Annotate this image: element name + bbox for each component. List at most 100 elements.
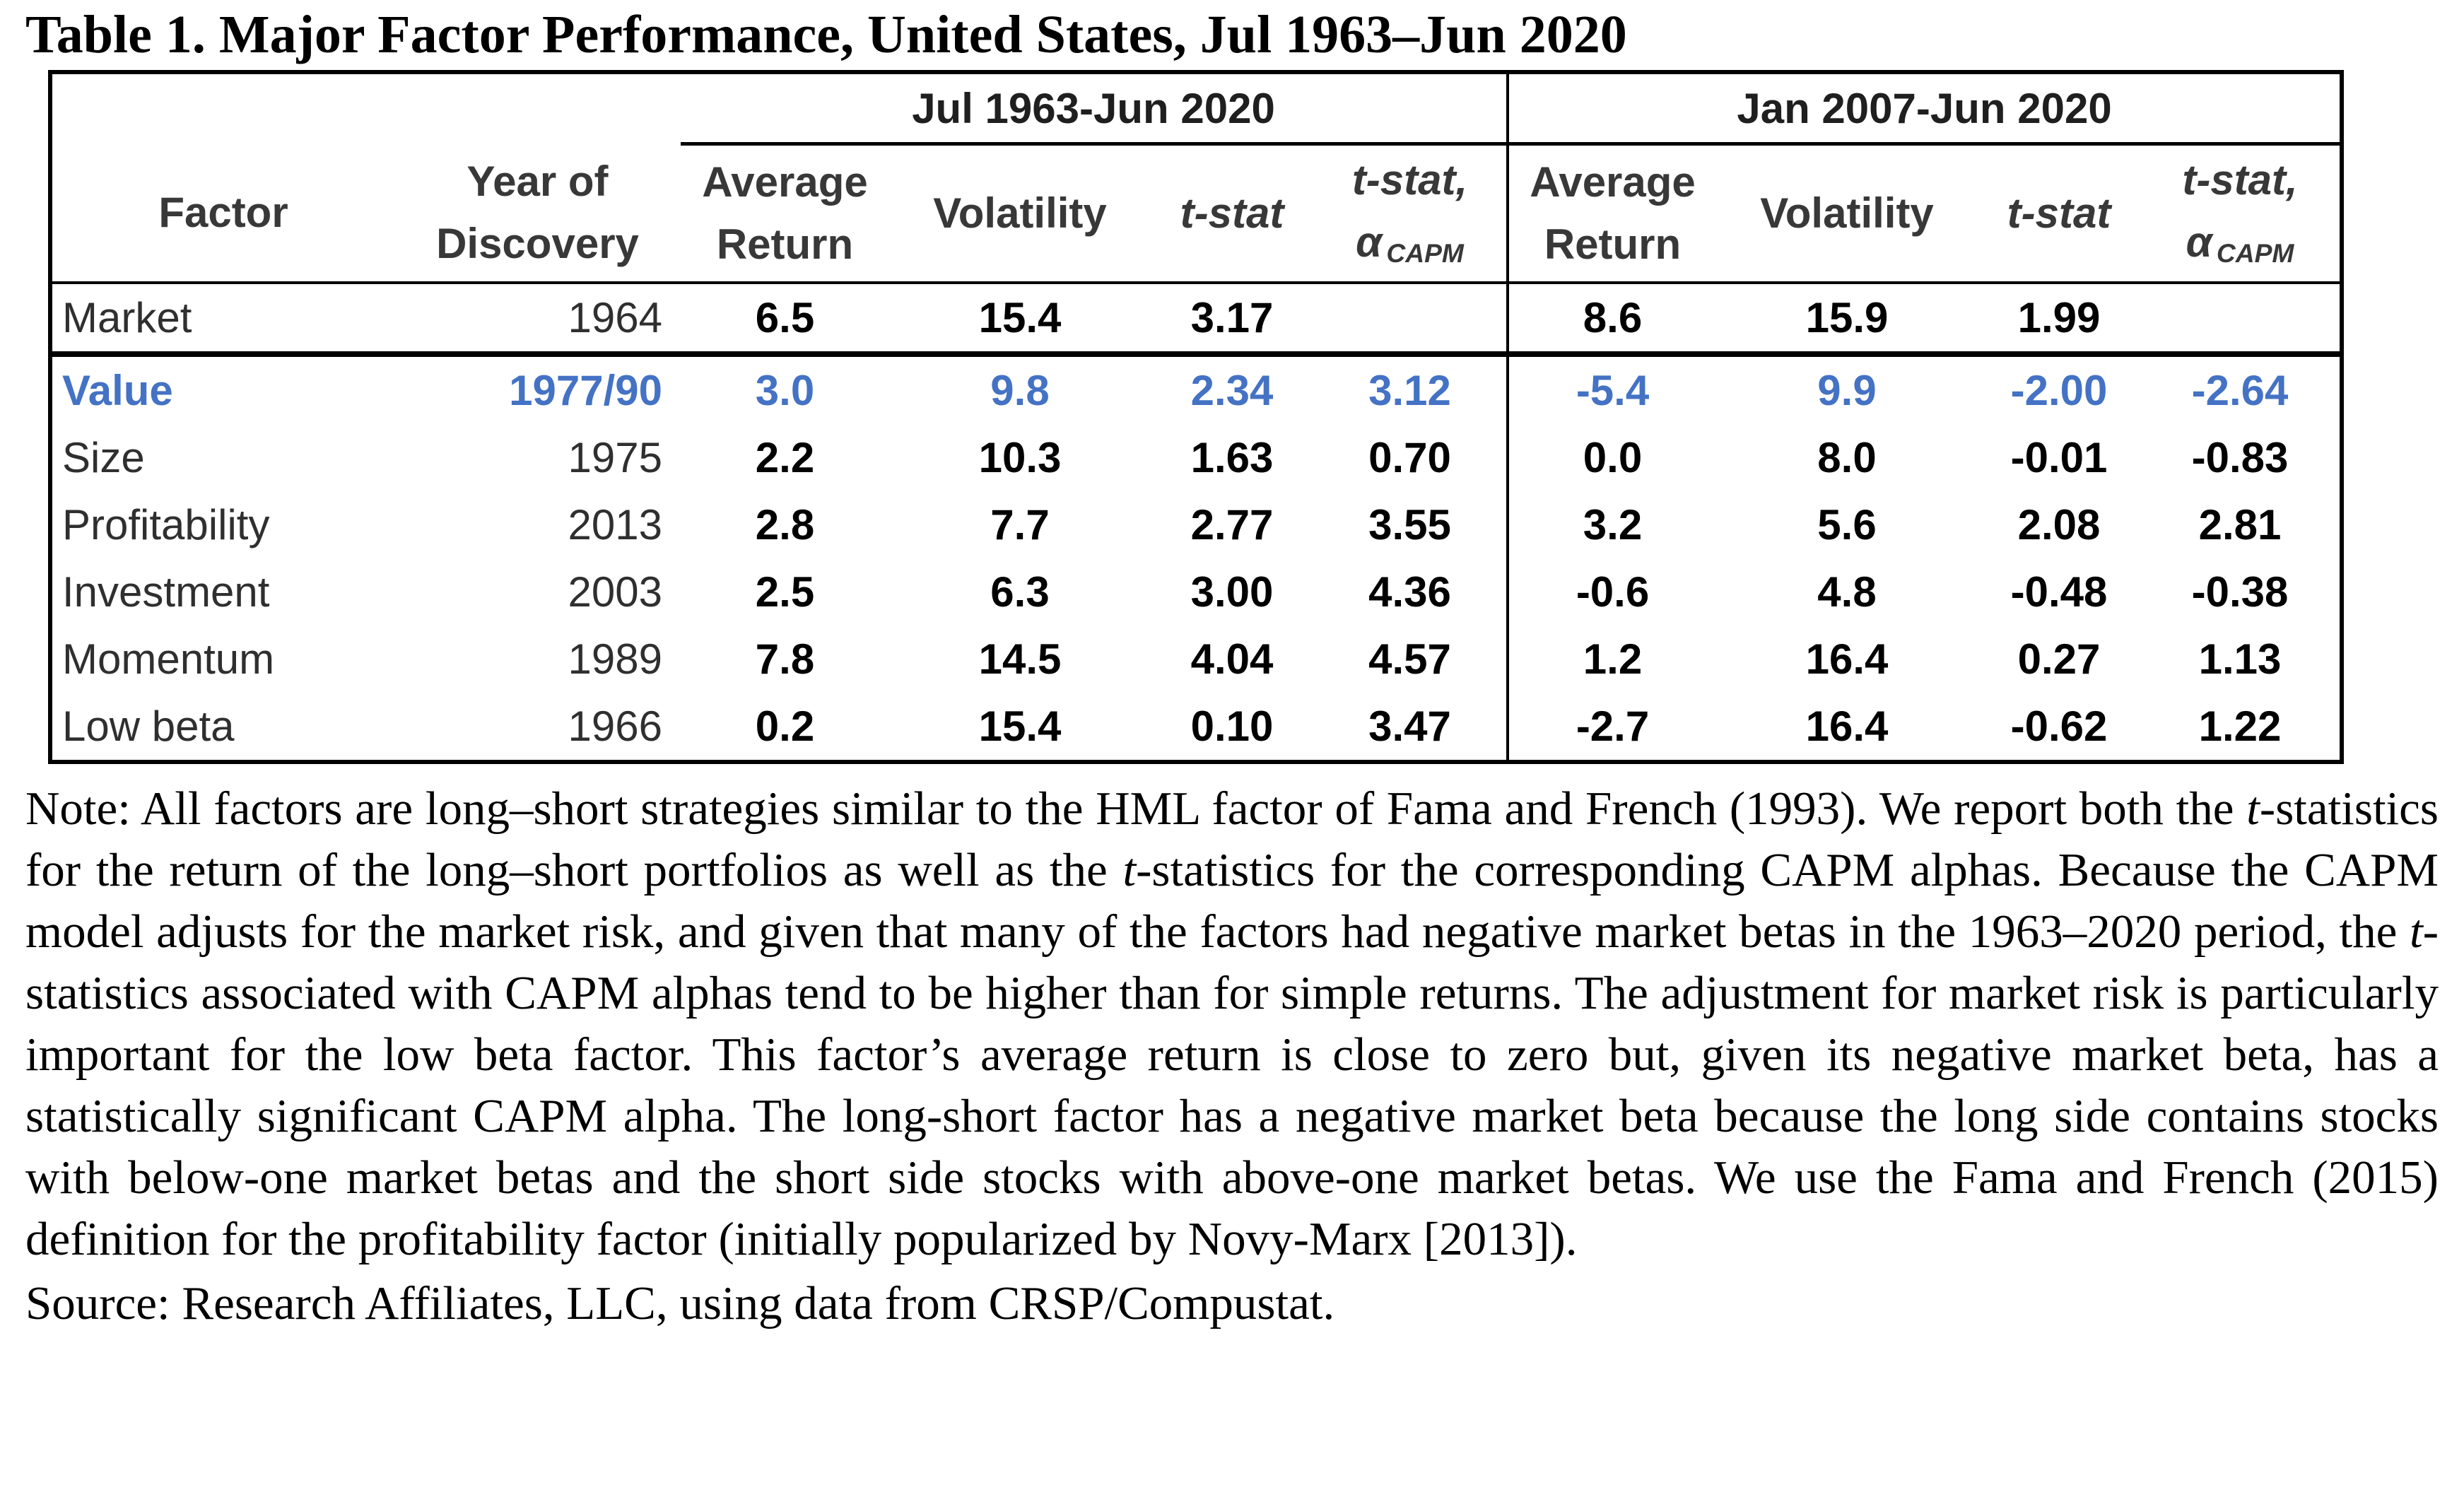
value-cell: 16.4 — [1805, 703, 1889, 750]
value-cell: 4.36 — [1368, 568, 1451, 616]
year-cell: 1964 — [394, 283, 681, 357]
value-cell: 15.4 — [889, 283, 1151, 357]
value-cell: 5.6 — [1817, 501, 1877, 548]
value-cell: 2.81 — [2198, 501, 2282, 548]
value-cell: 2.5 — [755, 568, 815, 616]
header-t-stat-alpha-1: t-stat, α CAPM — [1313, 143, 1508, 284]
value-cell: 3.0 — [755, 367, 815, 414]
value-cell: 1.99 — [1978, 283, 2141, 357]
group-header-row: Jul 1963-Jun 2020 Jan 2007-Jun 2020 — [50, 72, 2342, 146]
value-cell: 1.63 — [1190, 434, 1274, 481]
header-volatility-2: Volatility — [1716, 143, 1978, 284]
alpha-capm-subscript: CAPM — [1386, 237, 1464, 268]
header-factor: Factor — [50, 143, 394, 284]
header-average-return-1: Average Return — [681, 143, 889, 284]
factor-cell: Value — [62, 367, 173, 414]
value-cell: 16.4 — [1805, 635, 1889, 683]
value-cell: -0.62 — [2010, 703, 2108, 750]
value-cell: 4.04 — [1190, 635, 1274, 683]
factor-cell: Size — [62, 434, 145, 481]
year-cell: 1977/90 — [509, 367, 662, 414]
value-cell: 3.2 — [1506, 491, 1717, 558]
value-cell: -0.01 — [2010, 434, 2108, 481]
header-volatility-1: Volatility — [889, 143, 1151, 284]
group-header-recent-period: Jan 2007-Jun 2020 — [1506, 72, 2342, 146]
value-cell: 1.22 — [2198, 703, 2282, 750]
group-header-early-period: Jul 1963-Jun 2020 — [681, 72, 1508, 146]
value-cell: 9.9 — [1817, 367, 1877, 414]
value-cell: -0.6 — [1506, 558, 1717, 626]
value-cell: 0.70 — [1368, 434, 1451, 481]
header-avg-line1: Average — [702, 158, 868, 206]
value-cell: 1.2 — [1506, 626, 1717, 693]
table-row-size: Size 1975 2.2 10.3 1.63 0.70 0.0 8.0 -0.… — [50, 424, 2342, 491]
value-cell: 9.8 — [990, 367, 1050, 414]
header-year-of-discovery: Year of Discovery — [394, 143, 681, 284]
value-cell: 15.4 — [978, 703, 1062, 750]
factor-performance-table: Jul 1963-Jun 2020 Jan 2007-Jun 2020 Fact… — [48, 70, 2345, 764]
factor-cell: Investment — [62, 568, 270, 616]
header-t-stat-alpha-line1-2: t-stat, — [2182, 155, 2298, 204]
table-row-profitability: Profitability 2013 2.8 7.7 2.77 3.55 3.2… — [50, 491, 2342, 558]
value-cell: -2.00 — [2010, 367, 2108, 414]
value-cell: 3.47 — [1368, 703, 1451, 750]
table-row-investment: Investment 2003 2.5 6.3 3.00 4.36 -0.6 4… — [50, 558, 2342, 626]
factor-cell: Low beta — [62, 703, 235, 750]
header-t-stat-alpha-line2-1: α CAPM — [1313, 211, 1506, 278]
column-header-row: Factor Year of Discovery Average Return … — [50, 143, 2342, 284]
table-row-market: Market 1964 6.5 15.4 3.17 8.6 15.9 1.99 — [50, 283, 2342, 357]
value-cell: 0.2 — [755, 703, 815, 750]
value-cell: -2.7 — [1506, 693, 1717, 762]
table-note: Note: All factors are long–short strateg… — [25, 782, 2439, 1265]
header-t-stat-1: t-stat — [1151, 143, 1313, 284]
value-cell: 8.6 — [1506, 283, 1717, 357]
value-cell: -0.83 — [2191, 434, 2289, 481]
value-cell: 3.55 — [1368, 501, 1451, 548]
header-t-stat-alpha-line1-1: t-stat, — [1351, 155, 1468, 204]
value-cell: 3.00 — [1190, 568, 1274, 616]
header-t-stat-alpha-line2-2: α CAPM — [2140, 211, 2340, 278]
page-title: Table 1. Major Factor Performance, Unite… — [25, 5, 1627, 64]
source-line: Source: Research Affiliates, LLC, using … — [25, 1277, 1335, 1329]
value-cell: 0.0 — [1506, 424, 1717, 491]
year-cell: 2003 — [568, 568, 662, 616]
value-cell: 6.5 — [681, 283, 889, 357]
value-cell: 14.5 — [978, 635, 1062, 683]
value-cell: 3.12 — [1368, 367, 1451, 414]
value-cell: -0.38 — [2191, 568, 2289, 616]
value-cell: 2.08 — [2017, 501, 2101, 548]
value-cell — [2140, 283, 2342, 357]
value-cell: 2.34 — [1190, 367, 1274, 414]
group-header-spacer — [50, 72, 681, 144]
table-row-momentum: Momentum 1989 7.8 14.5 4.04 4.57 1.2 16.… — [50, 626, 2342, 693]
value-cell: 1.13 — [2198, 635, 2282, 683]
value-cell — [1313, 283, 1508, 357]
value-cell: -5.4 — [1506, 354, 1717, 424]
factor-cell: Market — [50, 283, 394, 357]
value-cell: 7.8 — [755, 635, 815, 683]
header-avg-line2: Return — [716, 221, 854, 268]
value-cell: 3.17 — [1151, 283, 1313, 357]
table-row-value-highlighted: Value 1977/90 3.0 9.8 2.34 3.12 -5.4 9.9… — [50, 354, 2342, 424]
value-cell: 2.2 — [755, 434, 815, 481]
value-cell: 2.77 — [1190, 501, 1274, 548]
value-cell: 0.27 — [2017, 635, 2101, 683]
header-year-line1: Year of — [467, 157, 609, 205]
value-cell: 4.8 — [1817, 568, 1877, 616]
year-cell: 1975 — [568, 434, 662, 481]
value-cell: 15.9 — [1716, 283, 1978, 357]
value-cell: 2.8 — [755, 501, 815, 548]
header-average-return-2: Average Return — [1506, 143, 1717, 284]
year-cell: 2013 — [568, 501, 662, 548]
value-cell: -0.48 — [2010, 568, 2108, 616]
value-cell: 6.3 — [990, 568, 1050, 616]
year-cell: 1989 — [568, 635, 662, 683]
table-row-low-beta: Low beta 1966 0.2 15.4 0.10 3.47 -2.7 16… — [50, 693, 2342, 762]
factor-cell: Profitability — [62, 501, 270, 548]
alpha-symbol: α — [1356, 218, 1383, 266]
value-cell: 10.3 — [978, 434, 1062, 481]
value-cell: 4.57 — [1368, 635, 1451, 683]
factor-cell: Momentum — [62, 635, 275, 683]
header-year-line2: Discovery — [436, 219, 639, 267]
